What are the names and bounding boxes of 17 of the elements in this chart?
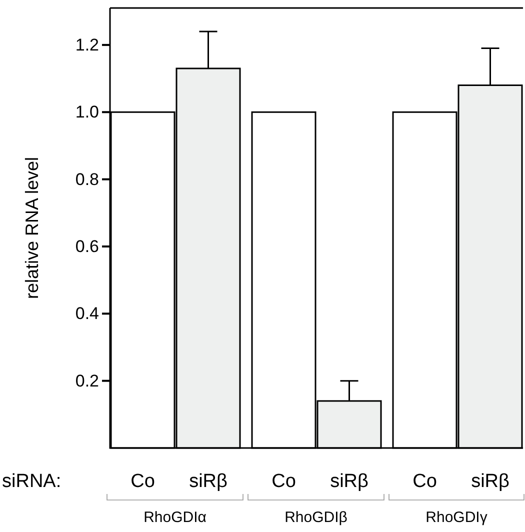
y-axis-title: relative RNA level — [22, 156, 42, 300]
text: RhoGDIβ — [284, 509, 348, 526]
y-tick-label: 1.0 — [75, 102, 99, 122]
x-axis-title: siRNA: — [2, 471, 62, 492]
y-tick-label: 0.8 — [75, 170, 99, 189]
x-tick-label: Co — [272, 471, 296, 492]
x-tick-label: siRβ — [471, 471, 510, 492]
y-tick-label: 0.6 — [75, 236, 99, 256]
text: RhoGDIγ — [426, 509, 488, 526]
y-tick-label: 1.2 — [75, 35, 99, 54]
x-tick-label: siRβ — [330, 471, 369, 492]
x-tick-label: Co — [130, 471, 155, 492]
y-tick-label: 0.4 — [75, 304, 99, 324]
x-tick-label: Co — [412, 471, 437, 492]
x-tick-label: siRβ — [189, 471, 228, 492]
text: RhoGDIα — [144, 509, 207, 526]
y-tick-label: 0.2 — [75, 371, 99, 390]
